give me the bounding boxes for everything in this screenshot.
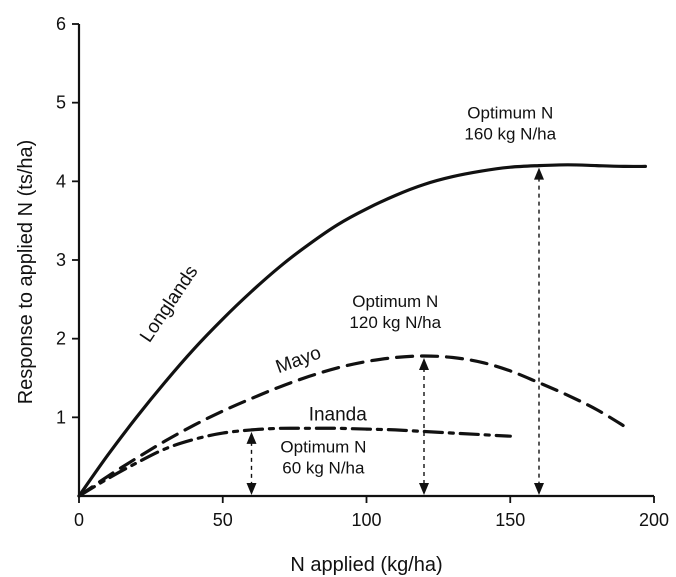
optimum-arrowhead-up	[534, 167, 544, 180]
series-line-inanda	[77, 426, 512, 498]
x-tick-label: 50	[213, 510, 233, 530]
optimum-arrowhead-up	[246, 431, 257, 444]
optimum-value: 60 kg N/ha	[282, 459, 365, 478]
y-tick-label: 4	[56, 171, 66, 191]
annotations: Optimum N 160 kg N/ha Optimum N 120 kg N/ha…	[246, 103, 557, 495]
series-label-inanda: Inanda	[309, 404, 368, 425]
optimum-arrowhead-down	[246, 483, 257, 495]
optimum-label: Optimum N	[280, 438, 366, 457]
y-tick-label: 3	[56, 250, 66, 270]
optimum-label: Optimum N	[467, 103, 553, 122]
series-label-mayo: Mayo	[273, 342, 324, 378]
x-tick-label: 100	[351, 510, 381, 530]
series-line-mayo	[77, 354, 627, 498]
optimum-arrowhead-down	[534, 483, 544, 495]
y-tick-label: 6	[56, 14, 66, 34]
series-line-longlands	[77, 163, 647, 498]
optimum-arrowhead-down	[419, 483, 429, 495]
series-label-longlands: Longlands	[136, 262, 202, 346]
y-tick-label: 2	[56, 329, 66, 349]
optimum-value: 160 kg N/ha	[464, 124, 556, 143]
optimum-arrowhead-up	[419, 357, 429, 370]
x-tick-label: 200	[639, 510, 669, 530]
optimum-label: Optimum N	[352, 292, 438, 311]
x-tick-label: 150	[495, 510, 525, 530]
optimum-value: 120 kg N/ha	[349, 313, 441, 332]
x-axis-title: N applied (kg/ha)	[290, 554, 442, 576]
y-tick-label: 5	[56, 93, 66, 113]
y-tick-label: 1	[56, 407, 66, 427]
y-axis-title: Response to applied N (ts/ha)	[15, 140, 37, 405]
x-tick-label: 0	[74, 510, 84, 530]
ticks: 0 50 100 150 200 1 2 3 4 5 6	[56, 14, 669, 530]
